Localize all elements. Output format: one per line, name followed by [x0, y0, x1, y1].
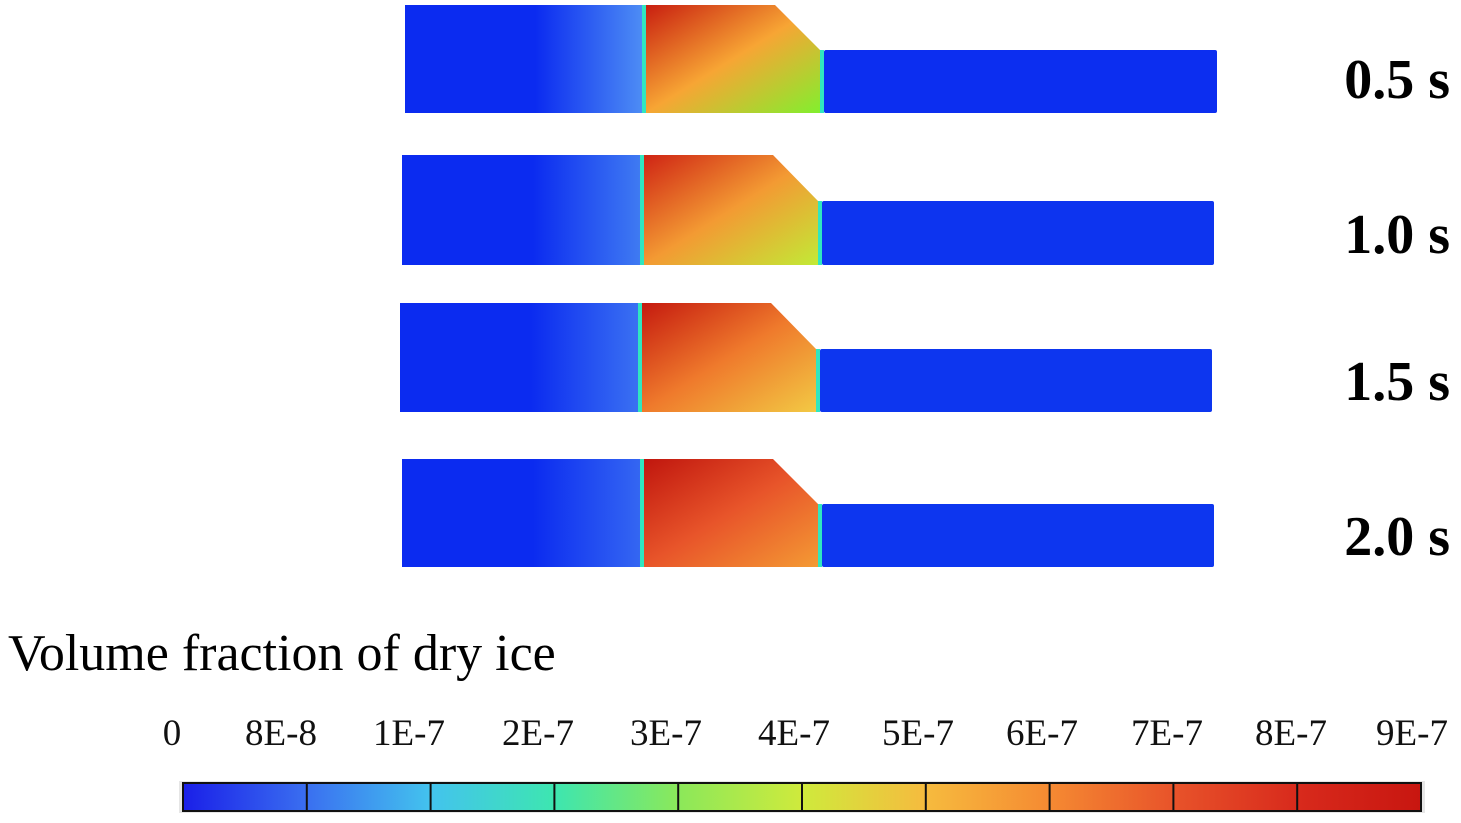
interface-line [642, 5, 646, 113]
interface-line [818, 201, 822, 265]
tick-label: 1E-7 [373, 713, 445, 754]
inlet-region [402, 459, 640, 567]
inlet-region [400, 303, 638, 412]
interface-line [816, 349, 820, 412]
inlet-region [402, 155, 640, 265]
tick-label: 3E-7 [630, 713, 702, 754]
chamber-region [644, 459, 818, 567]
colorbar [179, 781, 1425, 813]
interface-line [640, 155, 644, 265]
tick-label: 6E-7 [1006, 713, 1078, 754]
interface-line [638, 303, 642, 412]
time-label-1.5s: 1.5 s [1344, 351, 1450, 413]
tick-label: 2E-7 [502, 713, 574, 754]
chamber-region [646, 5, 820, 113]
interface-line [640, 459, 644, 567]
time-label-1.0s: 1.0 s [1344, 204, 1450, 266]
chamber-region [642, 303, 816, 412]
inlet-region [405, 5, 642, 113]
contour-frame [402, 155, 1214, 265]
tick-label: 7E-7 [1131, 713, 1203, 754]
tick-label: 4E-7 [758, 713, 830, 754]
tick-label: 8E-7 [1255, 713, 1327, 754]
outlet-region [824, 50, 1217, 113]
tick-label: 0 [162, 713, 182, 754]
tick-label: 9E-7 [1376, 713, 1448, 754]
interface-line [820, 50, 824, 113]
tick-label: 5E-7 [882, 713, 954, 754]
interface-line [818, 504, 822, 567]
time-label-0.5s: 0.5 s [1344, 49, 1450, 111]
time-label-2.0s: 2.0 s [1344, 506, 1450, 568]
chamber-region [644, 155, 818, 265]
legend-title: Volume fraction of dry ice [8, 625, 556, 682]
tick-label: 8E-8 [245, 713, 317, 754]
outlet-region [822, 504, 1214, 567]
contour-frame [405, 5, 1217, 113]
outlet-region [822, 201, 1214, 265]
contour-frame [400, 303, 1212, 412]
contour-frame [402, 459, 1214, 567]
outlet-region [820, 349, 1212, 412]
